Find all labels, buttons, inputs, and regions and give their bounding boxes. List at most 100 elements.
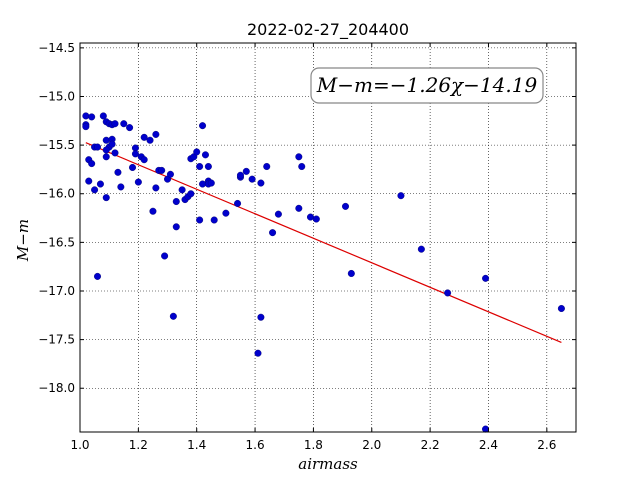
data-point: [158, 166, 166, 174]
x-axis-label: airmass: [298, 455, 358, 473]
y-tick-label: −17.5: [38, 333, 75, 347]
data-point: [85, 177, 93, 185]
data-point: [295, 204, 303, 212]
data-point: [129, 163, 137, 171]
data-point: [131, 144, 139, 152]
data-point: [204, 163, 212, 171]
data-point: [187, 190, 195, 198]
data-point: [146, 136, 154, 144]
data-point: [166, 170, 174, 178]
data-point: [295, 153, 303, 161]
y-tick-label: −18.0: [38, 381, 75, 395]
data-point: [134, 178, 142, 186]
data-point: [111, 120, 119, 128]
data-point: [172, 198, 180, 206]
data-point: [82, 123, 90, 131]
data-point: [306, 213, 314, 221]
y-tick-label: −17.0: [38, 284, 75, 298]
data-point: [102, 194, 110, 202]
y-tick-label: −16.0: [38, 187, 75, 201]
data-point: [236, 171, 244, 179]
data-point: [257, 313, 265, 321]
data-point: [169, 312, 177, 320]
data-point: [248, 175, 256, 183]
data-point: [210, 216, 218, 224]
data-point: [111, 149, 119, 157]
y-tick-label: −16.5: [38, 235, 75, 249]
data-point: [102, 146, 110, 154]
data-point: [298, 163, 306, 171]
fit-line: [85, 142, 562, 343]
data-point: [222, 209, 230, 217]
data-point: [178, 186, 186, 194]
data-point: [312, 215, 320, 223]
data-point: [269, 229, 277, 237]
data-point: [120, 120, 128, 128]
data-point: [140, 156, 148, 164]
data-point: [140, 133, 148, 141]
data-point: [234, 199, 242, 207]
data-point: [196, 163, 204, 171]
data-point: [263, 163, 271, 171]
data-point: [557, 304, 565, 312]
data-point: [91, 186, 99, 194]
x-tick-label: 2.0: [362, 438, 381, 452]
data-point: [152, 184, 160, 192]
data-point: [254, 349, 262, 357]
data-point: [94, 272, 102, 280]
fit-line-group: [85, 142, 562, 343]
data-point: [126, 124, 134, 132]
data-point: [88, 160, 96, 168]
data-point: [102, 153, 110, 161]
x-tick-label: 1.6: [246, 438, 265, 452]
data-point: [347, 269, 355, 277]
data-point: [108, 140, 116, 148]
data-point: [114, 168, 122, 176]
data-point: [207, 179, 215, 187]
data-point: [99, 112, 107, 120]
data-point: [94, 143, 102, 151]
x-tick-label: 1.2: [129, 438, 148, 452]
data-point: [196, 216, 204, 224]
data-point: [482, 425, 490, 433]
fit-equation-text: M−m=−1.26χ−14.19: [316, 73, 538, 97]
chart-title: 2022-02-27_204400: [247, 20, 409, 40]
data-point: [117, 183, 125, 191]
y-tick-label: −14.5: [38, 41, 75, 55]
data-point: [482, 274, 490, 282]
data-point: [201, 151, 209, 159]
data-point: [199, 122, 207, 130]
data-point: [152, 130, 160, 138]
data-point: [88, 113, 96, 121]
x-tick-label: 2.4: [479, 438, 498, 452]
y-tick-label: −15.0: [38, 89, 75, 103]
data-point: [444, 289, 452, 297]
data-point: [242, 167, 250, 175]
data-point: [274, 210, 282, 218]
x-tick-label: 2.6: [537, 438, 556, 452]
axis-ticks: 1.0 1.2 1.4 1.6 1.8 2.0 2.2 2.4 2.6 −14.5 −15.0 −15…: [38, 41, 576, 452]
y-tick-label: −15.5: [38, 138, 75, 152]
data-point: [199, 180, 207, 188]
data-point: [257, 179, 265, 187]
data-points: [82, 112, 565, 433]
x-tick-label: 2.2: [421, 438, 440, 452]
data-point: [397, 192, 405, 200]
fit-annotation: M−m=−1.26χ−14.19: [310, 67, 544, 104]
data-point: [96, 180, 104, 188]
data-point: [82, 112, 90, 120]
data-point: [172, 223, 180, 231]
data-point: [193, 148, 201, 156]
data-point: [417, 245, 425, 253]
data-point: [149, 207, 157, 215]
x-tick-label: 1.0: [70, 438, 89, 452]
data-point: [102, 136, 110, 144]
x-tick-label: 1.4: [187, 438, 206, 452]
plot-frame: [79, 42, 577, 433]
y-axis-label: M−m: [14, 219, 32, 262]
data-point: [131, 150, 139, 158]
data-point: [161, 252, 169, 260]
data-point: [342, 202, 350, 210]
x-tick-label: 1.8: [304, 438, 323, 452]
